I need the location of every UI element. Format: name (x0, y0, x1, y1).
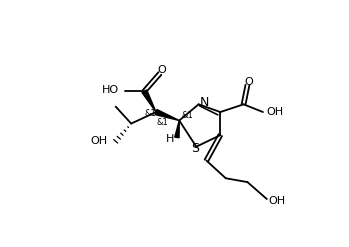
Text: OH: OH (268, 196, 285, 206)
Text: N: N (200, 96, 209, 108)
Text: &1: &1 (181, 111, 193, 120)
Text: S: S (191, 143, 199, 156)
Text: &1: &1 (145, 109, 156, 118)
Polygon shape (175, 121, 179, 138)
Text: O: O (158, 65, 166, 75)
Polygon shape (155, 109, 179, 121)
Text: O: O (245, 77, 253, 87)
Text: &1: &1 (156, 118, 168, 126)
Text: OH: OH (90, 136, 107, 146)
Text: H: H (166, 134, 174, 144)
Polygon shape (142, 90, 156, 112)
Text: HO: HO (102, 85, 119, 96)
Text: OH: OH (266, 107, 283, 117)
